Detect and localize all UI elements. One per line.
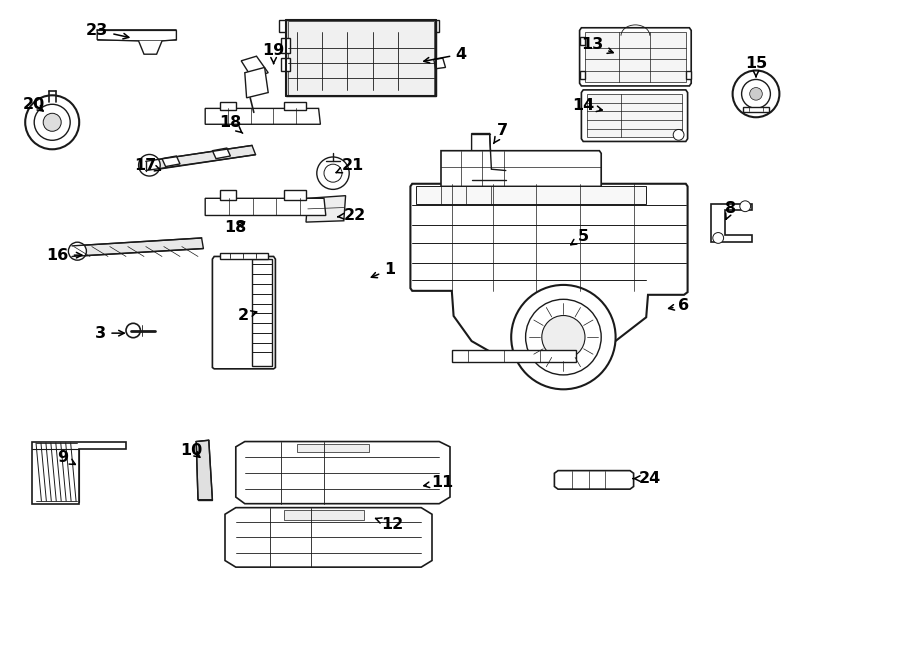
Polygon shape — [711, 204, 752, 242]
Polygon shape — [281, 38, 290, 53]
Text: 16: 16 — [47, 248, 82, 262]
Circle shape — [673, 130, 684, 140]
Circle shape — [526, 299, 601, 375]
Circle shape — [511, 285, 616, 389]
Text: 13: 13 — [581, 38, 613, 54]
Circle shape — [713, 233, 724, 243]
Text: 18: 18 — [220, 116, 243, 134]
Polygon shape — [281, 58, 290, 71]
Text: 9: 9 — [58, 450, 76, 465]
Polygon shape — [581, 90, 688, 141]
Polygon shape — [580, 37, 585, 45]
Polygon shape — [587, 94, 682, 137]
Polygon shape — [585, 32, 686, 82]
Text: 7: 7 — [493, 124, 508, 143]
Polygon shape — [452, 350, 576, 362]
Polygon shape — [205, 198, 326, 215]
Text: 5: 5 — [571, 229, 589, 245]
Text: 12: 12 — [375, 518, 403, 532]
Text: 24: 24 — [633, 471, 661, 486]
Polygon shape — [205, 108, 320, 124]
Text: 23: 23 — [86, 23, 129, 39]
Text: 8: 8 — [725, 201, 736, 219]
Polygon shape — [162, 156, 180, 167]
Polygon shape — [297, 444, 369, 452]
Polygon shape — [286, 20, 436, 96]
Polygon shape — [32, 442, 126, 504]
Text: 15: 15 — [745, 56, 767, 77]
Text: 3: 3 — [95, 326, 124, 340]
Text: 2: 2 — [238, 309, 256, 323]
Text: 19: 19 — [263, 43, 284, 63]
Polygon shape — [288, 21, 434, 95]
Polygon shape — [306, 196, 346, 222]
Polygon shape — [212, 148, 230, 159]
Polygon shape — [245, 67, 268, 98]
Text: 6: 6 — [669, 298, 689, 313]
Text: 22: 22 — [338, 208, 365, 223]
Text: 18: 18 — [225, 220, 247, 235]
Circle shape — [542, 315, 585, 359]
Circle shape — [34, 104, 70, 140]
Text: 11: 11 — [424, 475, 454, 490]
Polygon shape — [220, 253, 268, 259]
Circle shape — [750, 87, 762, 100]
Polygon shape — [416, 186, 646, 204]
Circle shape — [126, 323, 140, 338]
Text: 14: 14 — [572, 98, 602, 113]
Polygon shape — [580, 71, 585, 79]
Text: 21: 21 — [336, 158, 364, 173]
Polygon shape — [410, 184, 688, 365]
Circle shape — [733, 71, 779, 117]
Polygon shape — [212, 256, 275, 369]
Polygon shape — [225, 508, 432, 567]
Polygon shape — [554, 471, 634, 489]
Circle shape — [68, 242, 86, 260]
Polygon shape — [580, 28, 691, 86]
Polygon shape — [472, 134, 506, 180]
Circle shape — [317, 157, 349, 190]
Circle shape — [25, 95, 79, 149]
Circle shape — [740, 201, 751, 212]
Circle shape — [43, 113, 61, 132]
Polygon shape — [72, 238, 203, 256]
Polygon shape — [220, 190, 236, 200]
Polygon shape — [97, 30, 176, 54]
Polygon shape — [146, 145, 256, 171]
Polygon shape — [252, 259, 272, 366]
Polygon shape — [686, 71, 691, 79]
Polygon shape — [441, 151, 601, 186]
Polygon shape — [284, 102, 306, 110]
Polygon shape — [434, 58, 446, 69]
Circle shape — [742, 79, 770, 108]
Polygon shape — [279, 20, 439, 32]
Text: 4: 4 — [424, 47, 466, 63]
Circle shape — [473, 170, 488, 184]
Polygon shape — [284, 190, 306, 200]
Circle shape — [490, 170, 504, 184]
Text: 20: 20 — [23, 97, 45, 112]
Polygon shape — [236, 442, 450, 504]
Circle shape — [139, 155, 160, 176]
Circle shape — [324, 164, 342, 182]
Text: 10: 10 — [181, 444, 202, 458]
Polygon shape — [196, 440, 212, 500]
Polygon shape — [743, 107, 769, 112]
Text: 1: 1 — [372, 262, 395, 278]
Polygon shape — [284, 510, 364, 520]
Text: 17: 17 — [135, 158, 160, 173]
Polygon shape — [220, 102, 236, 110]
Polygon shape — [241, 56, 268, 78]
